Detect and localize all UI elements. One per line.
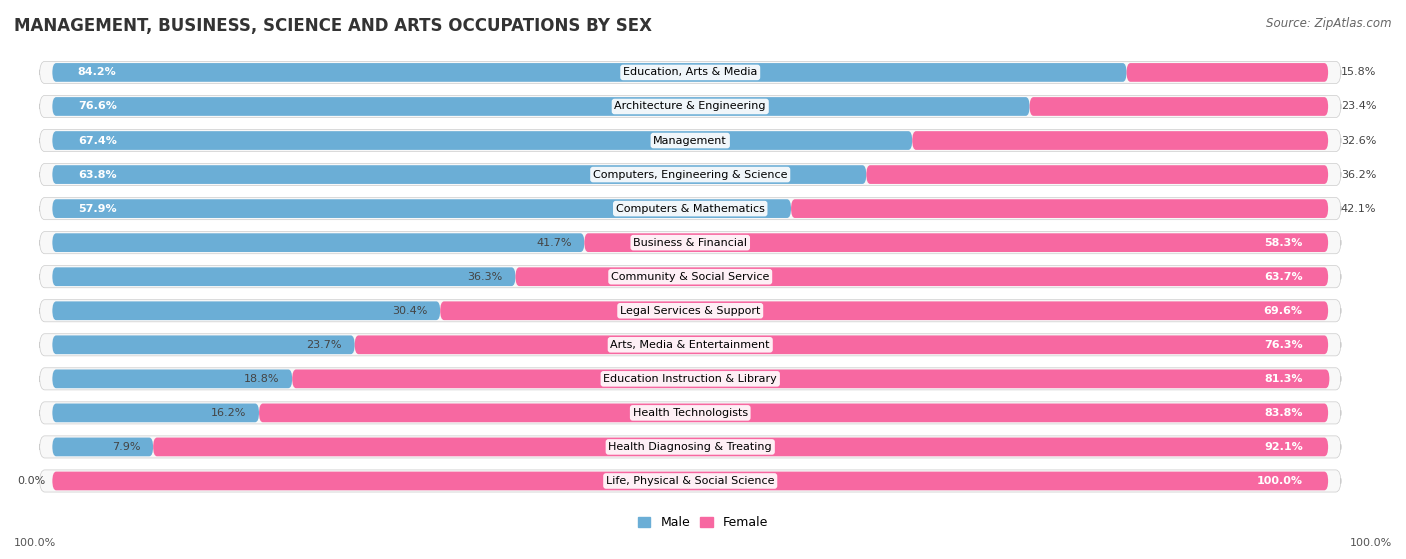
Text: Education, Arts & Media: Education, Arts & Media [623,68,758,78]
Text: 32.6%: 32.6% [1341,135,1376,145]
FancyBboxPatch shape [1029,97,1329,116]
FancyBboxPatch shape [585,233,1329,252]
Legend: Male, Female: Male, Female [634,513,772,533]
FancyBboxPatch shape [39,61,1341,83]
FancyBboxPatch shape [52,438,153,456]
Text: 36.3%: 36.3% [467,272,503,282]
FancyBboxPatch shape [866,165,1329,184]
Text: 100.0%: 100.0% [14,538,56,548]
Text: 23.7%: 23.7% [307,340,342,350]
FancyBboxPatch shape [39,436,1341,458]
Text: Health Diagnosing & Treating: Health Diagnosing & Treating [609,442,772,452]
Text: Management: Management [654,135,727,145]
FancyBboxPatch shape [39,96,1341,117]
FancyBboxPatch shape [1126,63,1329,82]
Text: Business & Financial: Business & Financial [633,238,747,248]
FancyBboxPatch shape [52,335,354,354]
Text: Legal Services & Support: Legal Services & Support [620,306,761,316]
Text: 100.0%: 100.0% [1350,538,1392,548]
Text: Architecture & Engineering: Architecture & Engineering [614,102,766,111]
FancyBboxPatch shape [52,165,866,184]
Text: Education Instruction & Library: Education Instruction & Library [603,374,778,384]
FancyBboxPatch shape [52,233,585,252]
Text: Arts, Media & Entertainment: Arts, Media & Entertainment [610,340,770,350]
Text: 41.7%: 41.7% [536,238,572,248]
FancyBboxPatch shape [52,267,516,286]
Text: 63.8%: 63.8% [77,169,117,179]
FancyBboxPatch shape [516,267,1329,286]
Text: 0.0%: 0.0% [18,476,46,486]
Text: 76.6%: 76.6% [77,102,117,111]
FancyBboxPatch shape [39,164,1341,186]
Text: Health Technologists: Health Technologists [633,408,748,418]
FancyBboxPatch shape [354,335,1329,354]
FancyBboxPatch shape [52,63,1126,82]
Text: 7.9%: 7.9% [112,442,141,452]
Text: 15.8%: 15.8% [1341,68,1376,78]
Text: 92.1%: 92.1% [1264,442,1302,452]
Text: 84.2%: 84.2% [77,68,117,78]
FancyBboxPatch shape [292,369,1330,388]
FancyBboxPatch shape [39,130,1341,151]
FancyBboxPatch shape [52,199,792,218]
FancyBboxPatch shape [39,402,1341,424]
Text: 67.4%: 67.4% [77,135,117,145]
FancyBboxPatch shape [39,266,1341,288]
Text: 100.0%: 100.0% [1257,476,1302,486]
FancyBboxPatch shape [153,438,1329,456]
FancyBboxPatch shape [39,368,1341,390]
Text: 58.3%: 58.3% [1264,238,1302,248]
FancyBboxPatch shape [39,231,1341,254]
FancyBboxPatch shape [52,97,1029,116]
Text: 83.8%: 83.8% [1264,408,1302,418]
FancyBboxPatch shape [912,131,1329,150]
FancyBboxPatch shape [52,404,259,422]
Text: 30.4%: 30.4% [392,306,427,316]
FancyBboxPatch shape [259,404,1329,422]
Text: MANAGEMENT, BUSINESS, SCIENCE AND ARTS OCCUPATIONS BY SEX: MANAGEMENT, BUSINESS, SCIENCE AND ARTS O… [14,17,652,35]
FancyBboxPatch shape [39,470,1341,492]
Text: 18.8%: 18.8% [243,374,280,384]
FancyBboxPatch shape [52,301,440,320]
Text: 42.1%: 42.1% [1341,203,1376,214]
Text: Computers & Mathematics: Computers & Mathematics [616,203,765,214]
Text: 36.2%: 36.2% [1341,169,1376,179]
FancyBboxPatch shape [440,301,1329,320]
Text: Community & Social Service: Community & Social Service [612,272,769,282]
Text: 81.3%: 81.3% [1264,374,1302,384]
FancyBboxPatch shape [52,131,912,150]
Text: 76.3%: 76.3% [1264,340,1302,350]
FancyBboxPatch shape [39,197,1341,220]
Text: 69.6%: 69.6% [1264,306,1302,316]
Text: 16.2%: 16.2% [211,408,246,418]
Text: Computers, Engineering & Science: Computers, Engineering & Science [593,169,787,179]
FancyBboxPatch shape [39,334,1341,356]
Text: 57.9%: 57.9% [77,203,117,214]
FancyBboxPatch shape [39,300,1341,322]
Text: 63.7%: 63.7% [1264,272,1302,282]
Text: 23.4%: 23.4% [1341,102,1376,111]
FancyBboxPatch shape [792,199,1329,218]
FancyBboxPatch shape [52,472,1329,490]
Text: Source: ZipAtlas.com: Source: ZipAtlas.com [1267,17,1392,30]
Text: Life, Physical & Social Science: Life, Physical & Social Science [606,476,775,486]
FancyBboxPatch shape [52,369,292,388]
